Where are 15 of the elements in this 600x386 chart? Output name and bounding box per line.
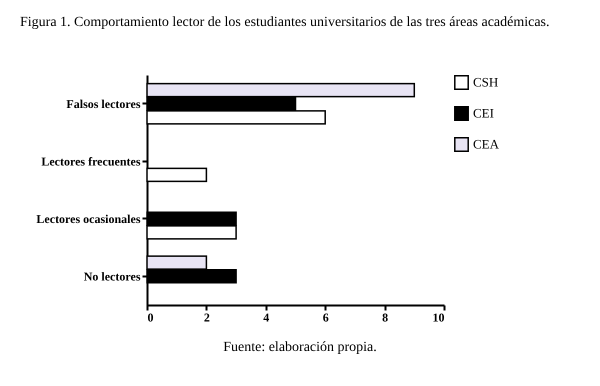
legend-label: CEI [473, 106, 494, 120]
x-tick-label: 6 [322, 310, 329, 324]
legend-label: CEA [473, 136, 500, 152]
x-tick-label: 2 [204, 310, 210, 324]
x-tick-label: 10 [432, 310, 444, 324]
y-tick-label: Falsos lectores [66, 96, 141, 111]
y-tick-label: No lectores [84, 269, 141, 284]
x-tick-label: 0 [148, 310, 154, 324]
x-tick-label: 4 [263, 310, 270, 324]
y-tick-label: Lectores ocasionales [36, 212, 141, 226]
source-note: Fuente: elaboración propia. [222, 340, 378, 356]
x-tick-label: 8 [382, 310, 388, 324]
y-tick-label: Lectores frecuentes [41, 154, 141, 168]
legend-label: CSH [473, 74, 498, 90]
chart-title: Figura 1. Comportamiento lector de los estudiantes universitarios de las tres áreas académicas. [20, 14, 551, 31]
